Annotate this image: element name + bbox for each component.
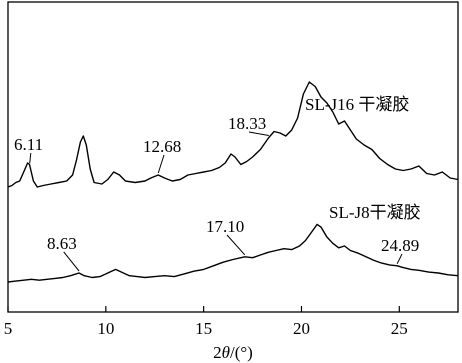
series-label-sl-j8: SL-J8干凝胶	[329, 203, 421, 222]
x-ticks	[7, 306, 400, 312]
peak-annotations: 6.11 12.68 18.33 8.63 17.10 24.89	[14, 114, 419, 272]
peak-leader-8-63	[63, 251, 80, 272]
peak-leader-18-33	[248, 131, 269, 136]
x-tick-labels: 5 10 15 20 25	[4, 319, 408, 338]
peak-label-18-33: 18.33	[228, 114, 266, 133]
x-tick-label-25: 25	[391, 319, 408, 338]
peak-label-6-11: 6.11	[14, 135, 43, 154]
series-line-sl-j8	[7, 223, 459, 283]
series-line-sl-j16	[7, 81, 459, 188]
x-tick-label-5: 5	[4, 319, 13, 338]
peak-leader-6-11	[29, 152, 32, 164]
x-tick-label-20: 20	[293, 319, 310, 338]
peak-label-8-63: 8.63	[47, 234, 77, 253]
peak-leader-24-89	[396, 253, 403, 265]
x-axis-title: 2θ/(°)	[213, 343, 253, 362]
peak-label-17-10: 17.10	[206, 217, 244, 236]
series-label-sl-j16: SL-J16 干凝胶	[305, 95, 409, 114]
x-tick-label-10: 10	[97, 319, 114, 338]
peak-label-24-89: 24.89	[381, 236, 419, 255]
peak-leader-12-68	[157, 154, 165, 174]
peak-leader-17-10	[226, 234, 246, 256]
peak-label-12-68: 12.68	[143, 137, 181, 156]
x-tick-label-15: 15	[195, 319, 212, 338]
plot-frame	[7, 1, 459, 313]
